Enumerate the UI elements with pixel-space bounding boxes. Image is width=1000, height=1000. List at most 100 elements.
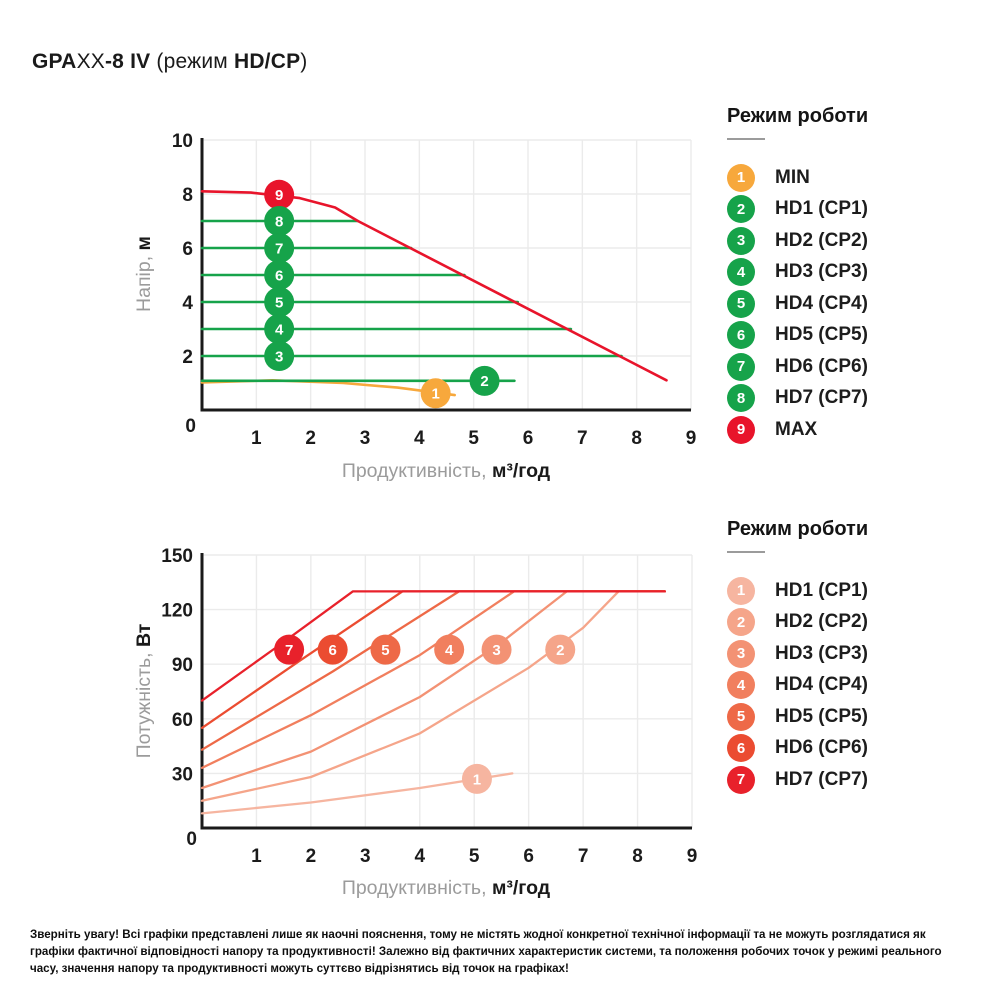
chart-head-vs-flow: 9 8 7 6 5 4 3 2 1 1 2 3 4 5 6 7 8 9 2 4 6 8 10 0 Продуктивність,…	[133, 131, 696, 482]
legend-badge: 1	[727, 576, 755, 605]
x-tick-6: 6	[523, 846, 534, 867]
legend-item-hd3-cp3: 4 HD3 (CP3)	[727, 257, 989, 289]
badge-number: 4	[275, 321, 284, 338]
legend-item-label: HD2 (CP2)	[775, 229, 868, 251]
x-tick-5: 5	[469, 846, 480, 867]
badge-circle	[545, 634, 576, 665]
legend-item-max: 9 MAX	[727, 414, 989, 446]
badge-number: 7	[275, 240, 283, 257]
figure-title-part: -8 IV	[104, 50, 151, 73]
legend-item-hd5-cp5: 5 HD5 (CP5)	[727, 701, 989, 733]
curve-min	[200, 378, 457, 397]
x-tick-9: 9	[686, 428, 697, 449]
legend-item-hd4-cp4: 4 HD4 (CP4)	[727, 670, 989, 702]
legend-badge: 6	[727, 734, 755, 763]
y-axis-title: Напір, м	[133, 236, 155, 312]
legend-item-label: HD5 (CP5)	[775, 705, 868, 727]
badge-circle	[461, 763, 492, 794]
legend-item-label: HD7 (CP7)	[775, 387, 868, 409]
curve-hd2-cp2	[200, 590, 666, 802]
legend-item-label: MIN	[775, 166, 810, 188]
legend-item-label: HD3 (CP3)	[775, 261, 868, 283]
legend-badge: 7	[727, 765, 755, 794]
badge-number: 3	[275, 348, 283, 365]
legend-item-hd5-cp5: 6 HD5 (CP5)	[727, 320, 989, 352]
badge-number: 1	[431, 386, 439, 403]
legend-item-label: HD4 (CP4)	[775, 292, 868, 314]
curve-hd3-cp3	[200, 590, 666, 790]
legend-badge: 4	[727, 671, 755, 700]
legend-item-hd6-cp6: 7 HD6 (CP6)	[727, 351, 989, 383]
legend-head-chart: Режим роботи 1 MIN 2 HD1 (CP1) 3 HD2 (CP2) 4 HD…	[727, 104, 989, 446]
y-tick-150: 150	[161, 546, 193, 567]
y-tick-120: 120	[161, 601, 193, 622]
legend-badge: 3	[727, 226, 755, 255]
legend-item-hd7-cp7: 8 HD7 (CP7)	[727, 383, 989, 415]
badge-circle	[264, 341, 295, 371]
figure-title-part: HD/CP	[233, 50, 301, 73]
badge-number: 6	[275, 267, 283, 284]
legend-item-label: HD4 (CP4)	[775, 674, 868, 696]
badge-circle	[264, 233, 295, 263]
badge-circle	[370, 634, 401, 665]
legend-badge: 2	[727, 195, 755, 224]
y-tick-4: 4	[182, 293, 193, 314]
badge-number: 3	[492, 642, 500, 659]
legend-item-hd6-cp6: 6 HD6 (CP6)	[727, 733, 989, 765]
legend-item-label: HD5 (CP5)	[775, 324, 868, 346]
x-tick-1: 1	[251, 428, 262, 449]
point-badge-6: 6	[264, 260, 295, 290]
badge-circle	[264, 260, 295, 290]
x-axis-title: Продуктивність, м³/год	[342, 877, 551, 899]
badge-circle	[264, 287, 295, 317]
curve-hd7-cp7	[200, 590, 666, 702]
badge-circle	[264, 314, 295, 344]
legend-badge: 8	[727, 384, 755, 413]
x-tick-4: 4	[414, 428, 425, 449]
legend-item-min: 1 MIN	[727, 162, 989, 194]
legend-heading: Режим роботи	[727, 105, 869, 127]
y-tick-30: 30	[172, 764, 193, 785]
x-tick-8: 8	[632, 846, 643, 867]
point-badge-5: 5	[264, 287, 295, 317]
x-tick-6: 6	[523, 428, 534, 449]
y-axis-title: Потужність, Вт	[133, 624, 155, 759]
point-badge-3: 3	[481, 634, 512, 665]
warning-note: Зверніть увагу! Всі графіки представлені…	[30, 928, 942, 976]
legend-item-label: HD7 (CP7)	[775, 768, 868, 790]
legend-item-hd1-cp1: 2 HD1 (CP1)	[727, 194, 989, 226]
figure-title-part: )	[300, 50, 308, 73]
badge-circle	[420, 378, 451, 409]
legend-item-hd2-cp2: 2 HD2 (CP2)	[727, 607, 989, 639]
legend-divider	[727, 551, 765, 553]
legend-badge: 5	[727, 702, 755, 731]
badge-circle	[481, 634, 512, 665]
legend-items: 1 MIN 2 HD1 (CP1) 3 HD2 (CP2) 4 HD3 (CP3) 5 HD4 (…	[727, 162, 989, 446]
x-tick-9: 9	[687, 846, 698, 867]
badge-circle	[264, 206, 295, 236]
curve-max	[200, 190, 668, 382]
point-badge-5: 5	[370, 634, 401, 665]
legend-badge: 4	[727, 258, 755, 287]
badge-circle	[274, 634, 305, 665]
legend-item-hd3-cp3: 3 HD3 (CP3)	[727, 638, 989, 670]
point-badge-7: 7	[264, 233, 295, 263]
point-badge-3: 3	[264, 341, 295, 371]
badge-number: 2	[556, 642, 564, 659]
legend-badge: 5	[727, 289, 755, 318]
x-tick-4: 4	[414, 846, 425, 867]
legend-badge: 7	[727, 352, 755, 381]
y-tick-6: 6	[182, 239, 193, 260]
y-tick-60: 60	[172, 710, 193, 731]
badge-number: 5	[381, 642, 389, 659]
y-tick-8: 8	[182, 185, 193, 206]
legend-power-chart: Режим роботи 1 HD1 (CP1) 2 HD2 (CP2) 3 HD3 (C…	[727, 517, 989, 796]
legend-heading: Режим роботи	[727, 518, 869, 540]
badge-circle	[434, 634, 465, 665]
legend-badge: 6	[727, 321, 755, 350]
x-tick-2: 2	[306, 846, 317, 867]
legend-badge: 1	[727, 163, 755, 192]
legend-item-label: HD2 (CP2)	[775, 611, 868, 633]
